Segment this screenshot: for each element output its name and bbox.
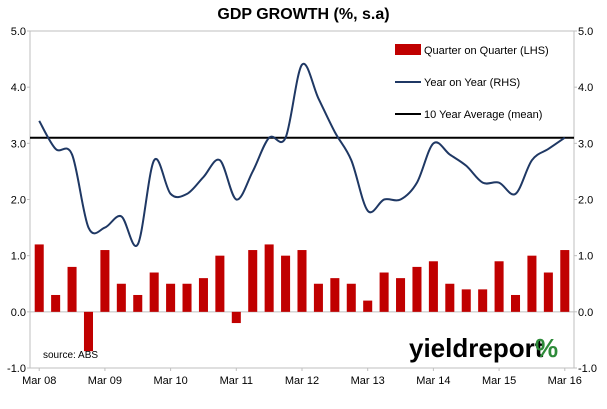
qoq-bar (198, 278, 208, 312)
qoq-bar (264, 244, 274, 312)
qoq-bar (51, 294, 61, 312)
qoq-bar (133, 294, 143, 312)
qoq-bar (149, 272, 159, 312)
qoq-bar (330, 278, 340, 312)
qoq-bar (478, 289, 488, 312)
y-right-tick-label: 5.0 (578, 26, 593, 38)
qoq-bar (182, 283, 192, 312)
legend-swatch-bar (395, 44, 421, 55)
y-right-tick-label: 4.0 (578, 82, 593, 94)
qoq-bar (67, 266, 77, 312)
y-left-tick-label: 4.0 (11, 82, 26, 94)
y-left-tick-label: 2.0 (11, 195, 26, 207)
x-tick-label: Mar 08 (22, 375, 56, 387)
x-tick-label: Mar 11 (220, 375, 253, 387)
qoq-bar (461, 289, 471, 312)
qoq-bar (511, 294, 521, 312)
qoq-bar (560, 250, 570, 312)
x-tick-label: Mar 15 (482, 375, 516, 387)
yoy-line (38, 62, 566, 248)
qoq-bar (379, 272, 389, 312)
y-left-tick-label: 0.0 (11, 307, 26, 319)
qoq-bar (428, 261, 438, 312)
x-tick-label: Mar 10 (153, 375, 187, 387)
x-tick-label: Mar 14 (416, 375, 450, 387)
qoq-bar (396, 278, 406, 312)
x-tick-label: Mar 13 (351, 375, 385, 387)
x-tick-label: Mar 12 (285, 375, 319, 387)
qoq-bar (34, 244, 44, 312)
qoq-bar (527, 255, 537, 312)
qoq-bar (248, 250, 258, 312)
qoq-bar (116, 283, 126, 312)
qoq-bar (445, 283, 455, 312)
y-right-tick-label: 1.0 (578, 251, 593, 263)
y-left-tick-label: 5.0 (11, 26, 26, 38)
legend-label: Quarter on Quarter (LHS) (424, 45, 549, 57)
y-left-tick-label: -1.0 (7, 363, 26, 375)
y-right-tick-label: 2.0 (578, 195, 593, 207)
y-right-tick-label: 3.0 (578, 138, 593, 150)
qoq-bar (231, 311, 241, 324)
qoq-bar (215, 255, 225, 312)
yieldreport-logo-word: yieldreport (409, 333, 544, 363)
legend-label: Year on Year (RHS) (424, 77, 520, 89)
qoq-bar (412, 266, 422, 312)
legend-label: 10 Year Average (mean) (424, 109, 542, 121)
x-tick-label: Mar 09 (88, 375, 122, 387)
qoq-bar (297, 250, 307, 312)
qoq-bar (83, 311, 93, 352)
qoq-bar (363, 300, 373, 312)
x-tick-label: Mar 16 (548, 375, 582, 387)
y-right-tick-label: -1.0 (578, 363, 597, 375)
qoq-bar (313, 283, 323, 312)
qoq-bar (281, 255, 291, 312)
chart-title: GDP GROWTH (%, s.a) (217, 6, 390, 23)
yieldreport-logo-symbol: % (535, 333, 558, 363)
source-note: source: ABS (43, 350, 98, 361)
y-left-tick-label: 3.0 (11, 138, 26, 150)
y-left-tick-label: 1.0 (11, 251, 26, 263)
qoq-bar (100, 250, 110, 312)
qoq-bar (494, 261, 504, 312)
qoq-bar (543, 272, 553, 312)
y-right-tick-label: 0.0 (578, 307, 593, 319)
qoq-bar (166, 283, 176, 312)
qoq-bar (346, 283, 356, 312)
